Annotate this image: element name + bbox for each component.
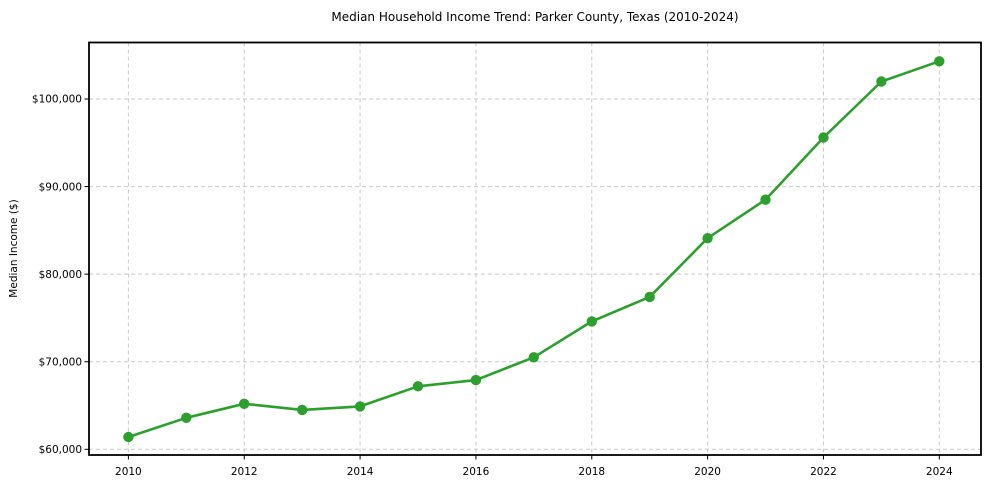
y-axis-label: Median Income ($) [8, 199, 20, 297]
data-point [354, 401, 366, 412]
data-point [702, 233, 713, 244]
y-tick-labels: $60,000 $70,000 $80,000 $90,000 $100,000 [32, 94, 82, 456]
data-point [586, 316, 597, 327]
x-tick-label: 2020 [694, 466, 721, 478]
y-tick-label: $100,000 [32, 94, 82, 106]
x-tick-labels: 2010 2012 2014 2016 2018 2020 2022 2024 [115, 466, 953, 478]
data-point [760, 194, 771, 205]
data-point [876, 76, 887, 87]
income-trend-series [123, 56, 945, 443]
data-point [528, 352, 539, 363]
data-point [123, 431, 134, 443]
x-tick-label: 2014 [347, 466, 374, 478]
data-point [181, 412, 192, 423]
x-tick-label: 2010 [115, 466, 142, 478]
x-tick-label: 2024 [926, 466, 953, 478]
data-point [412, 381, 424, 392]
plot-frame [88, 41, 982, 456]
y-tick-label: $60,000 [39, 444, 82, 456]
x-tick-label: 2022 [810, 466, 837, 478]
x-tick-label: 2018 [578, 466, 605, 478]
y-tick-label: $90,000 [39, 181, 82, 193]
data-point [297, 404, 308, 416]
data-point [239, 398, 250, 409]
x-tick-label: 2012 [231, 466, 258, 478]
y-tick-label: $80,000 [39, 269, 82, 281]
data-point [818, 132, 829, 143]
x-tick-label: 2016 [463, 466, 490, 478]
chart-title: Median Household Income Trend: Parker Co… [331, 10, 738, 24]
axis-tick-marks [84, 98, 940, 460]
data-point [644, 291, 655, 303]
vertical-grid-lines [127, 42, 940, 455]
data-point [470, 374, 482, 386]
data-point [934, 56, 945, 67]
y-tick-label: $70,000 [39, 356, 82, 368]
trend-line [127, 59, 941, 439]
horizontal-grid-lines [89, 98, 981, 450]
